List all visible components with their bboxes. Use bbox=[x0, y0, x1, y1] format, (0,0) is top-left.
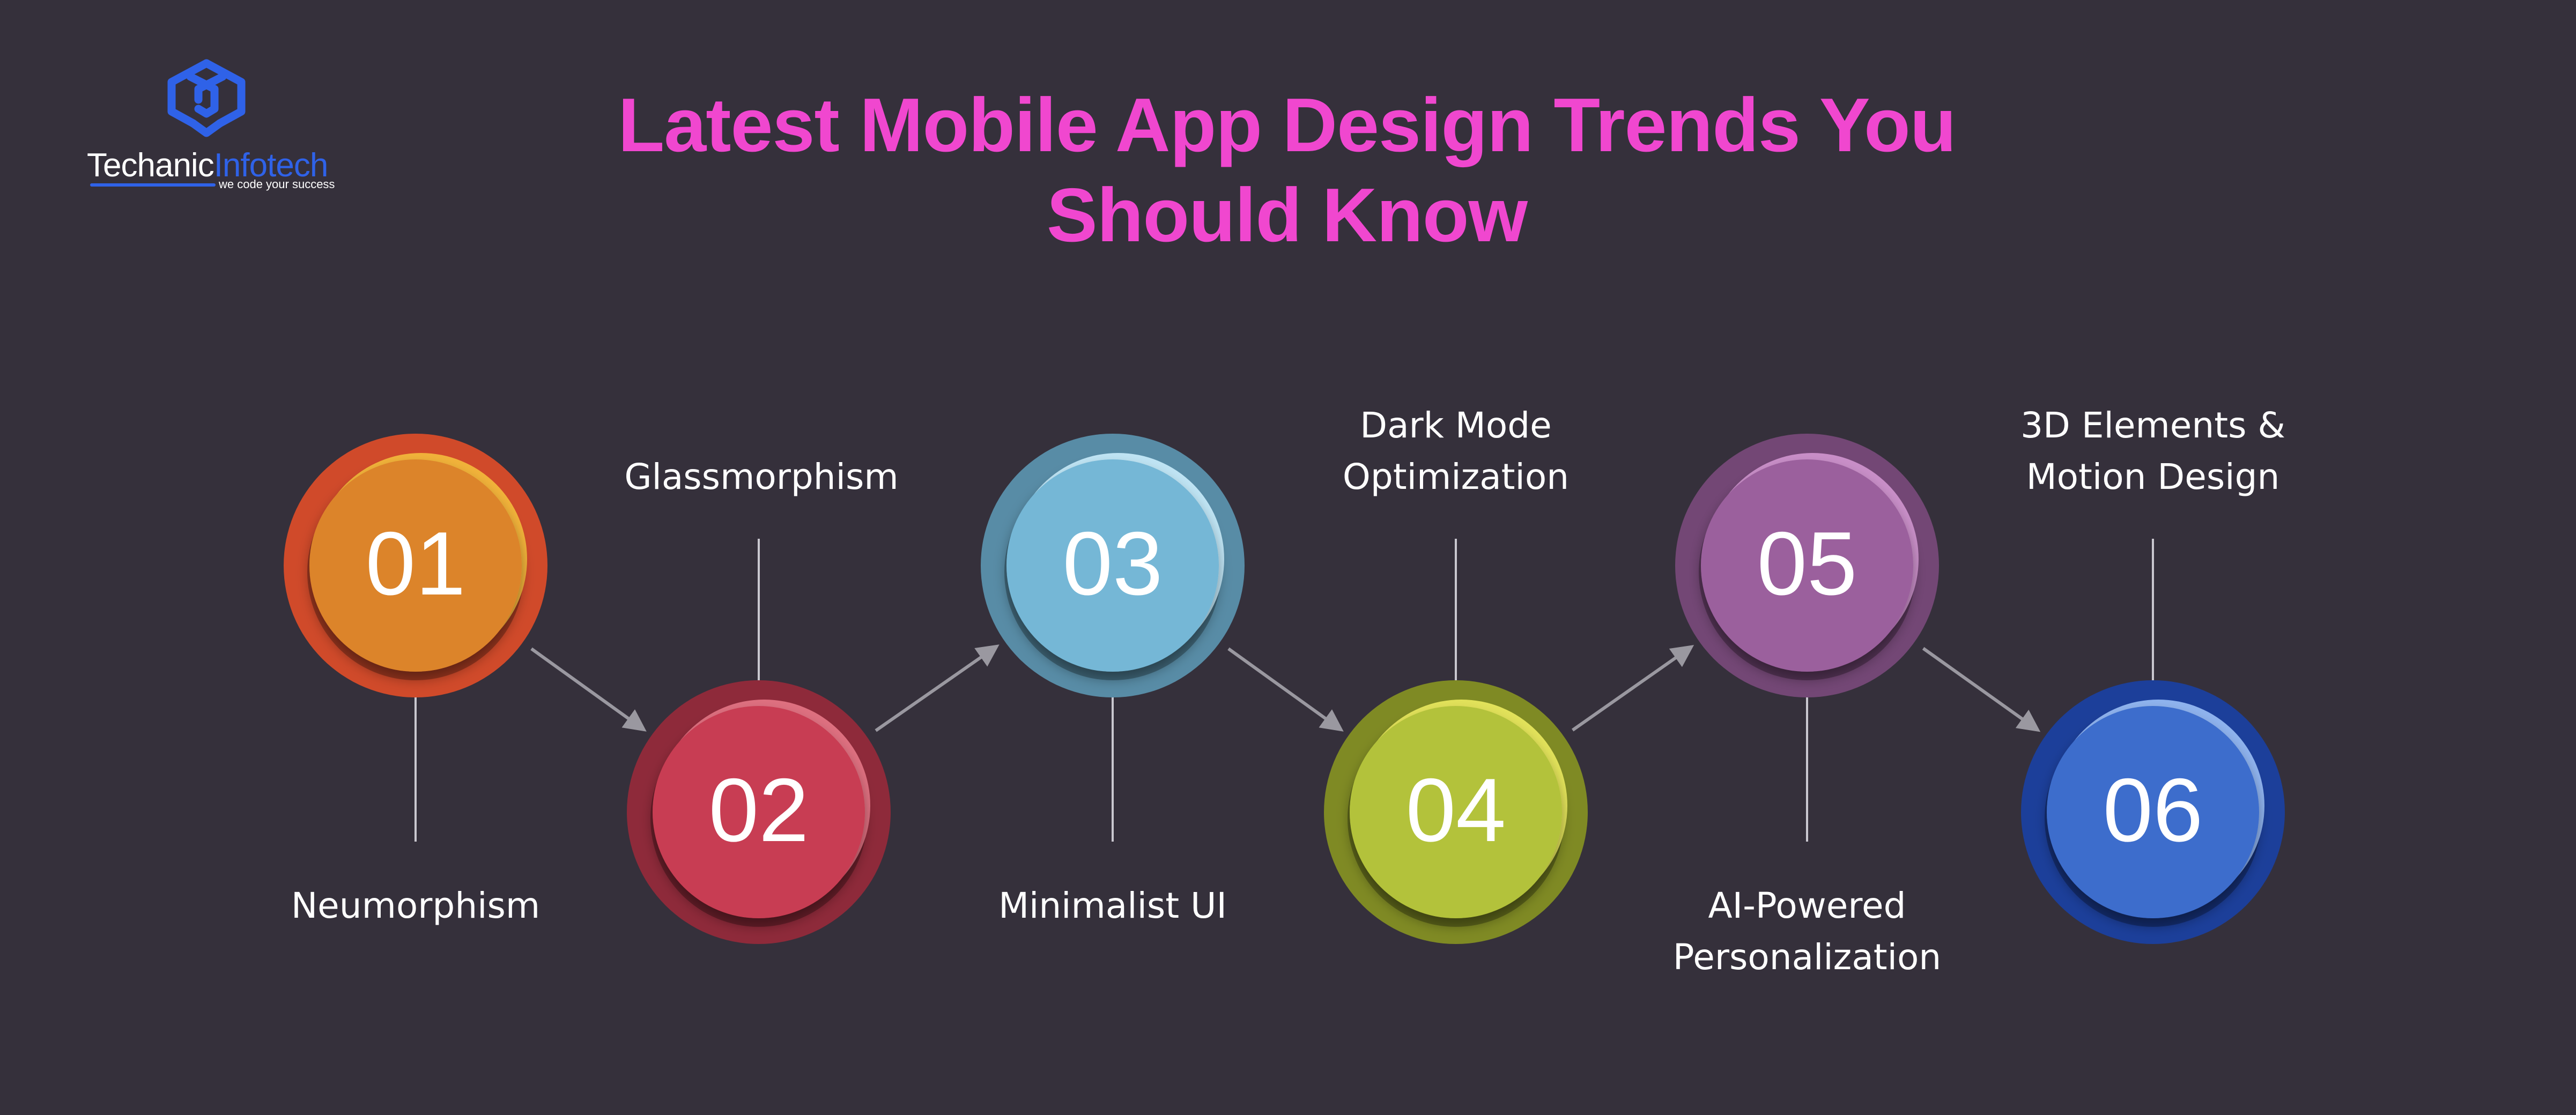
brand-logo: TechanicInfotech we code your success bbox=[80, 58, 349, 197]
step-number-3: 03 bbox=[1063, 513, 1163, 614]
page-title: Latest Mobile App Design Trends You Shou… bbox=[429, 80, 2145, 261]
inner-disc-3 bbox=[1006, 459, 1219, 672]
step-labels: Neumorphism Glassmorphism Minimalist UI Dar… bbox=[291, 405, 2285, 978]
step-label-5-line-1: AI-Powered bbox=[1708, 885, 1906, 926]
connector-arrow-3-to-4 bbox=[1227, 647, 1344, 732]
connector-arrow-1-to-2 bbox=[530, 647, 647, 732]
inner-disc-5 bbox=[1701, 459, 1913, 672]
step-label-4-line-2: Optimization bbox=[1343, 456, 1569, 497]
step-label-2-line-1: Glassmorphism bbox=[624, 456, 898, 497]
connector-arrow-2-to-3 bbox=[875, 644, 1000, 732]
page-title-line1: Latest Mobile App Design Trends You bbox=[618, 83, 1957, 168]
step-number-2: 02 bbox=[709, 760, 809, 860]
step-node-04: 04 bbox=[1324, 680, 1588, 944]
inner-disc-6 bbox=[2047, 706, 2259, 918]
step-number-4: 04 bbox=[1406, 760, 1506, 860]
brand-name: TechanicInfotech bbox=[87, 146, 328, 184]
brand-name-part2: Infotech bbox=[213, 147, 329, 184]
step-label-6-line-2: Motion Design bbox=[2026, 456, 2280, 497]
brand-underline bbox=[90, 183, 216, 187]
brand-name-part1: Techanic bbox=[87, 147, 214, 184]
inner-disc-2 bbox=[653, 706, 865, 918]
step-node-01: 01 bbox=[284, 434, 547, 697]
step-label-5-line-2: Personalization bbox=[1673, 936, 1941, 978]
step-number-1: 01 bbox=[366, 513, 466, 614]
inner-disc-1 bbox=[309, 459, 522, 672]
inner-disc-4 bbox=[1350, 706, 1562, 918]
step-label-3-line-1: Minimalist UI bbox=[998, 885, 1227, 926]
connector-arrow-4-to-5 bbox=[1571, 645, 1694, 732]
step-label-4-line-1: Dark Mode bbox=[1360, 405, 1551, 446]
step-node-02: 02 bbox=[627, 680, 891, 944]
connector-arrows bbox=[530, 644, 2041, 732]
step-number-6: 06 bbox=[2103, 760, 2203, 860]
step-node-05: 05 bbox=[1675, 434, 1939, 697]
step-label-6-line-1: 3D Elements & bbox=[2020, 405, 2285, 446]
step-node-06: 06 bbox=[2021, 680, 2285, 944]
interlocking-cube-icon bbox=[167, 59, 246, 137]
step-node-03: 03 bbox=[981, 434, 1245, 697]
brand-tagline: we code your success bbox=[219, 177, 335, 191]
step-nodes: 01 02 03 04 05 06 bbox=[284, 434, 2285, 944]
connector-arrow-5-to-6 bbox=[1922, 647, 2041, 732]
page-title-line2: Should Know bbox=[1046, 173, 1528, 258]
label-stems bbox=[414, 539, 2154, 842]
step-label-1-line-1: Neumorphism bbox=[291, 885, 540, 926]
step-number-5: 05 bbox=[1757, 513, 1857, 614]
